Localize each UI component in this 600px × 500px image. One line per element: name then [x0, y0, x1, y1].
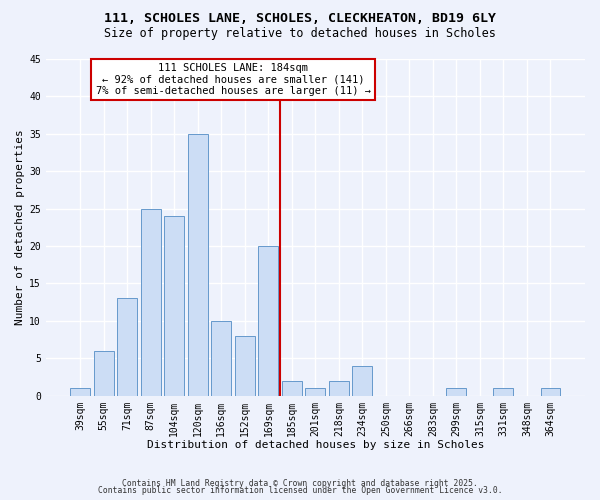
Bar: [188, 134, 208, 396]
Bar: [259, 246, 278, 396]
Bar: [305, 388, 325, 396]
X-axis label: Distribution of detached houses by size in Scholes: Distribution of detached houses by size …: [146, 440, 484, 450]
Text: Contains public sector information licensed under the Open Government Licence v3: Contains public sector information licen…: [98, 486, 502, 495]
Bar: [164, 216, 184, 396]
Y-axis label: Number of detached properties: Number of detached properties: [15, 130, 25, 325]
Text: Contains HM Land Registry data © Crown copyright and database right 2025.: Contains HM Land Registry data © Crown c…: [122, 478, 478, 488]
Bar: [329, 381, 349, 396]
Text: 111, SCHOLES LANE, SCHOLES, CLECKHEATON, BD19 6LY: 111, SCHOLES LANE, SCHOLES, CLECKHEATON,…: [104, 12, 496, 26]
Bar: [493, 388, 514, 396]
Bar: [235, 336, 255, 396]
Text: 111 SCHOLES LANE: 184sqm
← 92% of detached houses are smaller (141)
7% of semi-d: 111 SCHOLES LANE: 184sqm ← 92% of detach…: [95, 62, 371, 96]
Bar: [446, 388, 466, 396]
Bar: [94, 351, 114, 396]
Bar: [282, 381, 302, 396]
Bar: [141, 208, 161, 396]
Bar: [541, 388, 560, 396]
Bar: [70, 388, 90, 396]
Text: Size of property relative to detached houses in Scholes: Size of property relative to detached ho…: [104, 28, 496, 40]
Bar: [211, 321, 232, 396]
Bar: [118, 298, 137, 396]
Bar: [352, 366, 373, 396]
